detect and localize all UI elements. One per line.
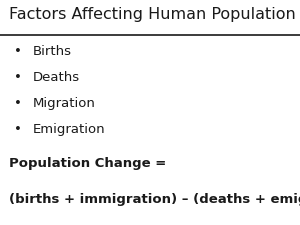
Text: (births + immigration) – (deaths + emigration): (births + immigration) – (deaths + emigr… — [9, 194, 300, 207]
Text: Migration: Migration — [33, 97, 96, 110]
Text: •: • — [14, 71, 22, 84]
Text: Factors Affecting Human Population Size: Factors Affecting Human Population Size — [9, 7, 300, 22]
Text: Emigration: Emigration — [33, 123, 106, 136]
Text: •: • — [14, 123, 22, 136]
Text: Deaths: Deaths — [33, 71, 80, 84]
Text: Population Change =: Population Change = — [9, 158, 166, 171]
Text: Births: Births — [33, 45, 72, 58]
Text: •: • — [14, 97, 22, 110]
Text: •: • — [14, 45, 22, 58]
